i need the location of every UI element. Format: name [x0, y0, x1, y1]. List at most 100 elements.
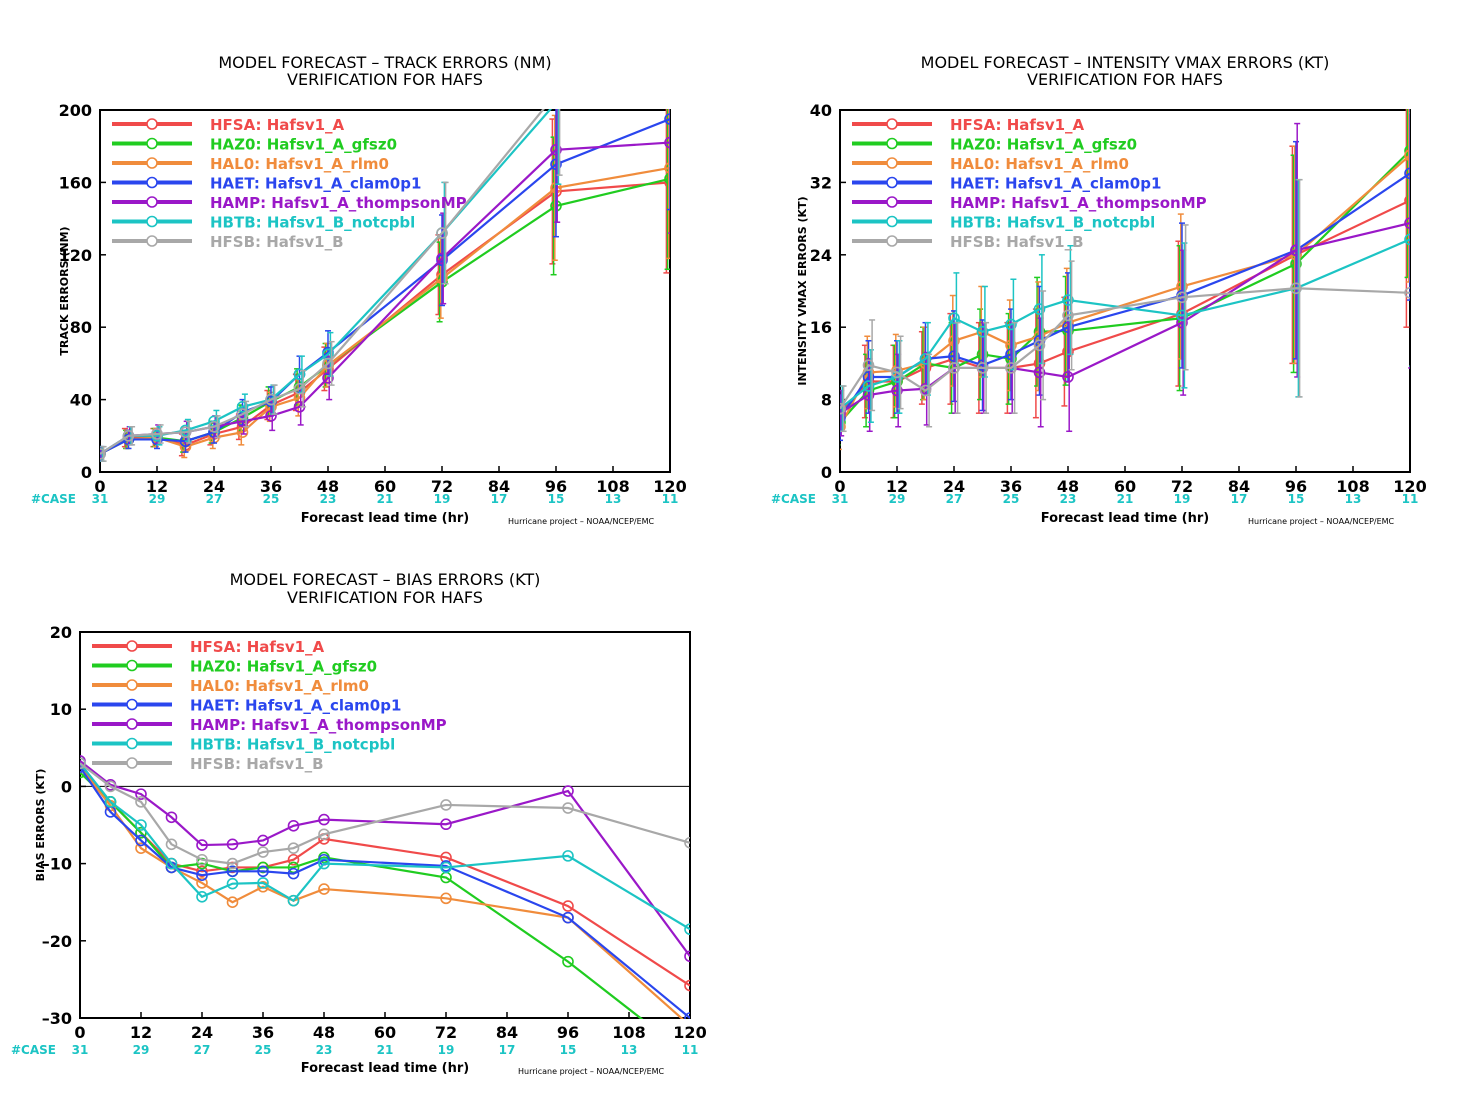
x-tick-label: 60: [1114, 477, 1136, 496]
legend-marker: [126, 640, 138, 652]
legend-label: HAL0: Hafsv1_A_rlm0: [950, 155, 1129, 173]
data-point: [665, 62, 675, 72]
data-point: [236, 401, 249, 413]
y-tick-label: 32: [810, 173, 832, 192]
case-count: 21: [1117, 492, 1134, 506]
data-point: [135, 834, 147, 847]
legend-marker: [146, 157, 158, 169]
x-tick-label: 0: [74, 1023, 85, 1042]
case-count: 15: [1288, 492, 1305, 506]
data-point: [226, 865, 239, 878]
data-point: [1404, 233, 1410, 246]
y-tick-label: 24: [810, 246, 832, 265]
x-tick-label: 24: [203, 477, 225, 496]
data-point: [440, 799, 452, 811]
chart-2: MODEL FORECAST – INTENSITY VMAX ERRORS (…: [771, 53, 1427, 526]
legend-label: HAZ0: Hafsv1_A_gfsz0: [190, 658, 377, 676]
x-tick-label: 36: [260, 477, 282, 496]
legend-label: HAL0: Hafsv1_A_rlm0: [190, 677, 369, 695]
legend-label: HAET: Hafsv1_A_clam0p1: [190, 697, 401, 715]
case-count: 27: [194, 1043, 211, 1057]
data-point: [1176, 291, 1188, 304]
data-point: [265, 410, 277, 422]
data-point: [1005, 318, 1017, 331]
x-axis-label: Forecast lead time (hr): [1041, 511, 1209, 526]
data-point: [1033, 339, 1046, 352]
data-point: [287, 842, 300, 854]
data-point: [257, 865, 269, 878]
data-point: [840, 407, 846, 419]
x-tick-label: 108: [612, 1023, 645, 1042]
chart-title: MODEL FORECAST – INTENSITY VMAX ERRORS (…: [921, 53, 1330, 72]
case-count: 31: [92, 492, 109, 506]
legend-marker: [886, 137, 898, 150]
y-tick-label: 8: [821, 391, 832, 410]
credit-text: Hurricane project – NOAA/NCEP/EMC: [518, 1067, 665, 1076]
data-point: [684, 836, 690, 849]
data-point: [562, 900, 574, 912]
data-point: [208, 420, 220, 433]
legend-label: HFSA: Hafsv1_A: [190, 638, 325, 656]
case-count: 31: [72, 1043, 89, 1057]
data-point: [1005, 362, 1017, 374]
case-label: #CASE: [11, 1043, 56, 1057]
legend-label: HAZ0: Hafsv1_A_gfsz0: [950, 136, 1137, 154]
data-point: [80, 757, 86, 770]
data-point: [1033, 366, 1046, 379]
data-point: [440, 818, 452, 831]
case-count: 21: [377, 1043, 394, 1057]
chart-3: MODEL FORECAST – BIAS ERRORS (KT)VERIFIC…: [11, 570, 707, 1076]
x-tick-label: 84: [1228, 477, 1250, 496]
data-point: [862, 371, 875, 383]
data-point: [840, 416, 846, 429]
data-point: [562, 802, 574, 814]
data-point: [664, 172, 670, 185]
data-point: [1176, 309, 1188, 322]
data-point: [196, 839, 208, 851]
legend-marker: [126, 737, 138, 750]
legend-label: HAET: Hafsv1_A_clam0p1: [950, 175, 1161, 193]
legend-marker: [886, 196, 898, 208]
data-point: [287, 894, 300, 907]
case-count: 19: [1174, 492, 1191, 506]
series-hfsb: [80, 757, 690, 870]
data-point: [265, 393, 277, 406]
data-point: [1290, 282, 1302, 295]
data-point: [257, 877, 269, 889]
y-tick-label: 40: [810, 101, 832, 120]
data-point: [257, 846, 269, 858]
data-point: [1404, 149, 1410, 162]
series-hal0: [80, 761, 685, 1019]
data-point: [684, 1012, 690, 1019]
case-count: 13: [621, 1043, 638, 1057]
data-point: [684, 923, 690, 936]
legend-marker: [146, 176, 158, 189]
x-tick-label: 48: [313, 1023, 335, 1042]
y-tick-label: –10: [42, 855, 72, 874]
data-point: [236, 415, 249, 428]
y-tick-label: 120: [59, 246, 92, 265]
case-count: 11: [682, 1043, 699, 1057]
data-point: [440, 861, 452, 874]
data-point: [440, 892, 452, 905]
data-point: [948, 312, 960, 324]
y-tick-label: –30: [42, 1009, 72, 1028]
data-point: [551, 89, 561, 99]
data-point: [562, 785, 574, 797]
x-tick-label: 24: [191, 1023, 213, 1042]
legend-marker: [886, 176, 898, 189]
data-point: [322, 372, 334, 384]
data-point: [1404, 144, 1410, 157]
case-count: 23: [316, 1043, 333, 1057]
case-count: 17: [491, 492, 508, 506]
legend-marker: [146, 137, 158, 150]
case-count: 13: [1345, 492, 1362, 506]
legend-label: HFSA: Hafsv1_A: [950, 116, 1085, 134]
x-tick-label: 120: [673, 1023, 706, 1042]
data-point: [318, 828, 330, 841]
y-tick-label: 40: [70, 391, 92, 410]
plot-area: [80, 755, 690, 1019]
data-point: [976, 325, 989, 338]
legend-marker: [126, 757, 138, 769]
data-point: [236, 426, 249, 438]
